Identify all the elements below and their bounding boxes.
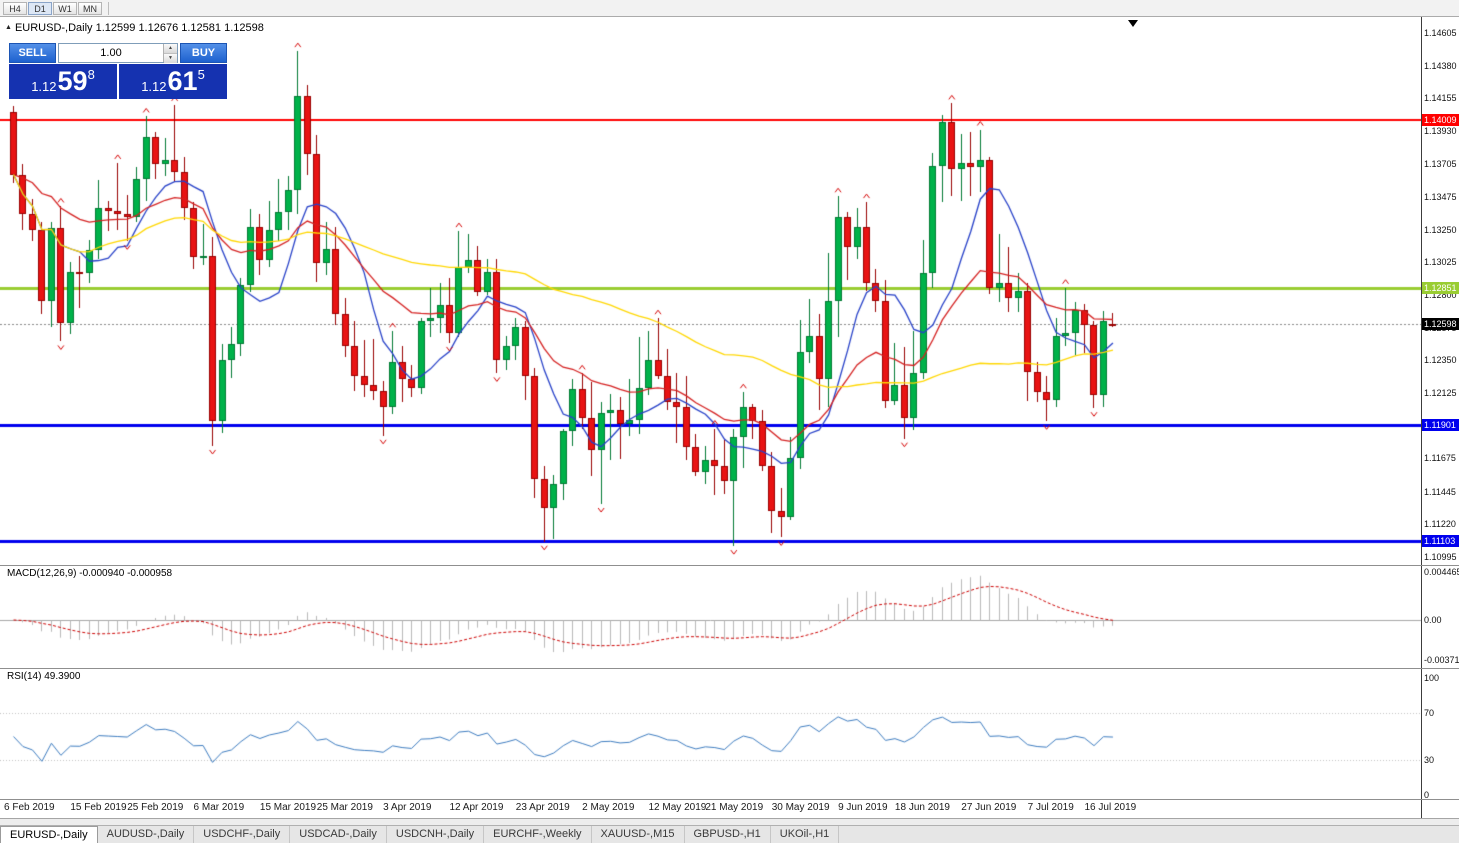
sell-price-prefix: 1.12 (31, 79, 57, 94)
one-click-trading-panel: SELL ▲ ▼ BUY 1.12 59 8 1.12 (9, 43, 227, 99)
chart-tab-usdchf-daily[interactable]: USDCHF-,Daily (194, 826, 291, 843)
chart-symbol-label: EURUSD-,Daily (14, 22, 93, 34)
timeframe-button-w1[interactable]: W1 (53, 1, 77, 15)
rsi-scale-label: 100 (1424, 673, 1440, 683)
chart-tab-audusd-daily[interactable]: AUDUSD-,Daily (98, 826, 195, 843)
price-tick-label: 1.14380 (1424, 60, 1457, 71)
timeframe-toolbar: H4 D1 W1 MN (0, 0, 1459, 17)
chart-tab-eurusd-daily[interactable]: EURUSD-,Daily (0, 826, 98, 843)
chart-tab-bar: EURUSD-,Daily AUDUSD-,Daily USDCHF-,Daily U… (0, 825, 1459, 843)
date-label: 18 Jun 2019 (894, 802, 950, 813)
toolbar-separator (108, 1, 109, 15)
rsi-scale-label: 70 (1424, 708, 1435, 719)
price-tick-label: 1.14605 (1424, 28, 1457, 38)
rsi-panel-separator (0, 668, 1459, 669)
macd-indicator-label: MACD(12,26,9) -0.000940 -0.000958 (7, 568, 173, 579)
price-tick-label: 1.13475 (1424, 192, 1457, 203)
sell-button[interactable]: SELL (9, 43, 56, 63)
date-label: 15 Mar 2019 (259, 802, 317, 813)
date-label: 12 May 2019 (648, 802, 707, 813)
chart-marker-icon: ▲ (5, 24, 12, 31)
macd-scale-label: -0.003715 (1424, 654, 1459, 665)
buy-price-point: 5 (197, 67, 205, 82)
date-label: 27 Jun 2019 (961, 802, 1017, 813)
chart-shift-marker-icon (1128, 20, 1138, 27)
price-tick-label: 1.13930 (1424, 125, 1457, 136)
sell-price-display[interactable]: 1.12 59 8 (9, 64, 117, 99)
date-label: 16 Jul 2019 (1084, 802, 1137, 813)
chart-tab-eurchf-weekly[interactable]: EURCHF-,Weekly (484, 826, 592, 843)
timeframe-button-mn[interactable]: MN (78, 1, 102, 15)
macd-panel-canvas[interactable] (0, 565, 1421, 668)
price-tick-label: 1.12350 (1424, 355, 1457, 366)
date-label: 9 Jun 2019 (838, 802, 888, 813)
rsi-scale-label: 0 (1424, 790, 1430, 800)
price-tick-label: 1.11675 (1424, 453, 1456, 464)
rsi-indicator-label: RSI(14) 49.3900 (7, 671, 81, 682)
rsi-scale-label: 30 (1424, 754, 1435, 765)
date-label: 3 Apr 2019 (383, 802, 432, 813)
buy-button[interactable]: BUY (180, 43, 227, 63)
price-tick-label: 1.13025 (1424, 257, 1457, 268)
price-tick-label: 1.12125 (1424, 387, 1457, 398)
price-tick-label: 1.10995 (1424, 551, 1457, 562)
price-level-label-114009: 1.14009 (1422, 113, 1459, 126)
timeframe-button-h4[interactable]: H4 (3, 1, 27, 15)
macd-panel-separator (0, 565, 1459, 566)
chart-area[interactable]: 6 Feb 2019 15 Feb 2019 25 Feb 2019 6 Mar 20… (0, 17, 1421, 818)
buy-price-display[interactable]: 1.12 61 5 (119, 64, 227, 99)
volume-down-button[interactable]: ▼ (164, 54, 177, 63)
volume-up-button[interactable]: ▲ (164, 44, 177, 54)
date-label: 23 Apr 2019 (515, 802, 570, 813)
price-tick-label: 1.13250 (1424, 224, 1457, 235)
sell-price-pips: 59 (57, 66, 88, 96)
price-tick-label: 1.11220 (1424, 519, 1456, 530)
volume-input[interactable] (59, 44, 163, 62)
price-tick-label: 1.11445 (1424, 486, 1456, 497)
date-label: 25 Mar 2019 (316, 802, 373, 813)
date-label: 15 Feb 2019 (70, 802, 127, 813)
date-label: 2 May 2019 (582, 802, 635, 813)
date-label: 25 Feb 2019 (127, 802, 184, 813)
date-label: 30 May 2019 (771, 802, 830, 813)
chart-ohlc-values: 1.12599 1.12676 1.12581 1.12598 (95, 22, 264, 34)
main-chart-canvas[interactable] (0, 17, 1421, 565)
date-label: 21 May 2019 (705, 802, 764, 813)
macd-scale-label: 0.00 (1424, 615, 1442, 625)
price-axis[interactable]: 1.14605 1.14380 1.14155 1.13930 1.13705 1.134… (1421, 17, 1459, 818)
date-label: 7 Jul 2019 (1027, 802, 1074, 813)
date-label: 12 Apr 2019 (449, 802, 504, 813)
chart-tab-gbpusd-h1[interactable]: GBPUSD-,H1 (685, 826, 771, 843)
date-label: 6 Feb 2019 (4, 802, 55, 813)
chart-tab-usdcnh-daily[interactable]: USDCNH-,Daily (387, 826, 485, 843)
timeframe-button-d1[interactable]: D1 (28, 1, 52, 15)
price-level-label-112851: 1.12851 (1422, 281, 1459, 294)
sell-price-point: 8 (87, 67, 95, 82)
chart-tab-xauusd-m15[interactable]: XAUUSD-,M15 (592, 826, 685, 843)
price-level-label-112598: 1.12598 (1422, 318, 1459, 331)
rsi-panel-canvas[interactable] (0, 668, 1421, 799)
volume-spinner: ▲ ▼ (163, 44, 177, 63)
chart-tab-usdcad-daily[interactable]: USDCAD-,Daily (290, 826, 387, 843)
buy-price-prefix: 1.12 (141, 79, 167, 94)
price-level-label-111103: 1.11103 (1422, 535, 1459, 548)
price-level-label-111901: 1.11901 (1422, 419, 1459, 432)
chart-ohlc-header: ▲ EURUSD-,Daily 1.12599 1.12676 1.12581 1… (5, 22, 264, 34)
price-tick-label: 1.13705 (1424, 158, 1457, 169)
window-divider (0, 818, 1459, 825)
price-tick-label: 1.14155 (1424, 93, 1457, 104)
date-label: 6 Mar 2019 (193, 802, 245, 813)
price-tick-label: 1.12800 (1424, 289, 1457, 300)
buy-price-pips: 61 (167, 66, 198, 96)
macd-scale-label: 0.004465 (1424, 566, 1459, 577)
time-axis-separator (0, 799, 1459, 800)
time-axis[interactable]: 6 Feb 2019 15 Feb 2019 25 Feb 2019 6 Mar 20… (0, 799, 1421, 818)
volume-field: ▲ ▼ (58, 43, 178, 63)
chart-tab-ukoil-h1[interactable]: UKOil-,H1 (771, 826, 840, 843)
